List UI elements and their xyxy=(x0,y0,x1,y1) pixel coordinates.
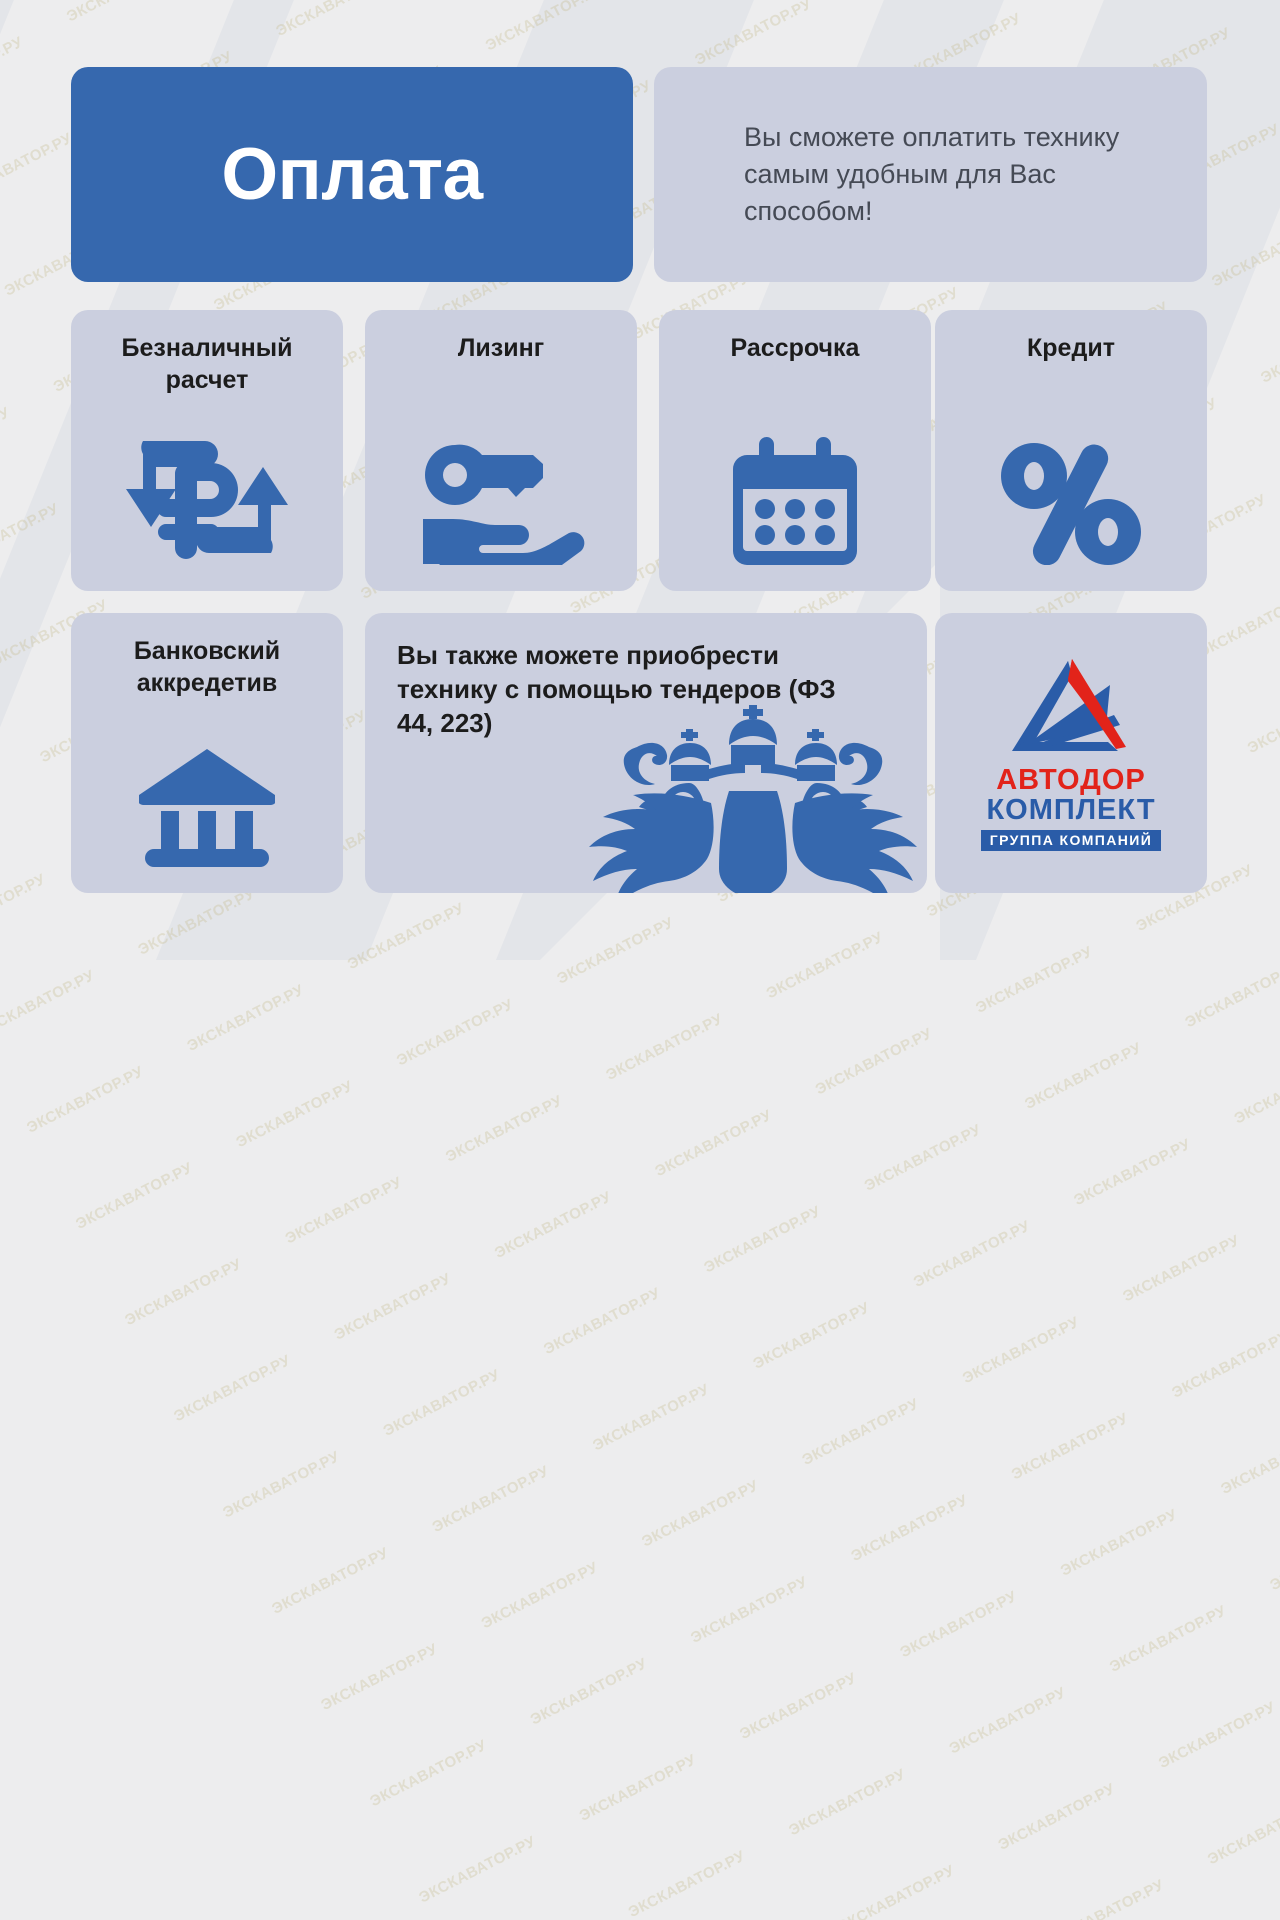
logo-line-komplekt: КОМПЛЕКТ xyxy=(986,793,1156,826)
watermark-text: ЭКСКАВАТОР.РУ xyxy=(799,1395,922,1469)
bank-building-icon xyxy=(71,749,343,867)
hand-key-icon xyxy=(365,437,637,565)
watermark-text: ЭКСКАВАТОР.РУ xyxy=(1254,1868,1280,1920)
watermark-text: ЭКСКАВАТОР.РУ xyxy=(1044,1876,1167,1920)
method-card-cashless[interactable]: Безналичный расчет xyxy=(71,310,343,591)
watermark-text: ЭКСКАВАТОР.РУ xyxy=(393,995,517,1070)
watermark-text: ЭКСКАВАТОР.РУ xyxy=(625,1847,749,1920)
watermark-text: ЭКСКАВАТОР.РУ xyxy=(1106,1602,1230,1676)
watermark-text: ЭКСКАВАТОР.РУ xyxy=(701,1202,824,1277)
watermark-text: ЭКСКАВАТОР.РУ xyxy=(465,1906,674,1920)
watermark-text: ЭКСКАВАТОР.РУ xyxy=(603,1010,726,1084)
watermark-text: ЭКСКАВАТОР.РУ xyxy=(282,1173,405,1248)
ruble-transfer-icon xyxy=(71,429,343,565)
watermark-text: ЭКСКАВАТОР.РУ xyxy=(897,1587,1020,1662)
calendar-icon xyxy=(659,437,931,565)
method-label: Лизинг xyxy=(457,334,545,362)
company-logo-card: АВТОДОР КОМПЛЕКТ ГРУППА КОМПАНИЙ xyxy=(935,613,1207,893)
method-card-installment[interactable]: Рассрочка xyxy=(659,310,931,591)
background-diagonal-band xyxy=(0,0,30,960)
watermark-text: ЭКСКАВАТОР.РУ xyxy=(1169,1328,1280,1402)
intro-text: Вы сможете оплатить технику самым удобны… xyxy=(744,122,1120,226)
watermark-text: ЭКСКАВАТОР.РУ xyxy=(652,1106,775,1181)
method-label: Рассрочка xyxy=(730,334,860,362)
watermark-text: ЭКСКАВАТОР.РУ xyxy=(861,1121,985,1195)
watermark-text: ЭКСКАВАТОР.РУ xyxy=(318,1640,441,1715)
watermark-text: ЭКСКАВАТОР.РУ xyxy=(576,1751,700,1825)
watermark-text: ЭКСКАВАТОР.РУ xyxy=(590,1380,713,1455)
watermark-text: ЭКСКАВАТОР.РУ xyxy=(737,1669,860,1744)
watermark-text: ЭКСКАВАТОР.РУ xyxy=(184,981,307,1055)
triangle-logo-icon xyxy=(1010,655,1132,758)
watermark-text: ЭКСКАВАТОР.РУ xyxy=(835,1861,958,1920)
watermark-text: ЭКСКАВАТОР.РУ xyxy=(910,1217,1034,1291)
watermark-text: ЭКСКАВАТОР.РУ xyxy=(1204,1794,1280,1869)
watermark-text: ЭКСКАВАТОР.РУ xyxy=(848,1491,971,1566)
watermark-text: ЭКСКАВАТОР.РУ xyxy=(442,1092,566,1166)
watermark-text: ЭКСКАВАТОР.РУ xyxy=(220,1448,343,1522)
watermark-text: ЭКСКАВАТОР.РУ xyxy=(429,1462,552,1537)
watermark-text: ЭКСКАВАТОР.РУ xyxy=(639,1477,762,1551)
intro-card: Вы сможете оплатить технику самым удобны… xyxy=(654,67,1207,282)
watermark-text: ЭКСКАВАТОР.РУ xyxy=(959,1313,1083,1388)
watermark-text: ЭКСКАВАТОР.РУ xyxy=(380,1366,503,1440)
watermark-text: ЭКСКАВАТОР.РУ xyxy=(786,1765,909,1840)
watermark-text: ЭКСКАВАТОР.РУ xyxy=(527,1655,651,1729)
method-card-accreditive[interactable]: Банковский аккредетив xyxy=(71,613,343,893)
method-card-credit[interactable]: Кредит xyxy=(935,310,1207,591)
tender-text: Вы также можете приобрести технику с пом… xyxy=(397,640,836,738)
watermark-text: ЭКСКАВАТОР.РУ xyxy=(541,1284,664,1359)
tender-card: Вы также можете приобрести технику с пом… xyxy=(365,613,927,893)
watermark-text: ЭКСКАВАТОР.РУ xyxy=(122,1255,245,1330)
watermark-text: ЭКСКАВАТОР.РУ xyxy=(367,1736,490,1811)
percent-icon xyxy=(935,443,1207,565)
watermark-text: ЭКСКАВАТОР.РУ xyxy=(1182,957,1280,1032)
watermark-text: ЭКСКАВАТОР.РУ xyxy=(73,1159,196,1233)
watermark-text: ЭКСКАВАТОР.РУ xyxy=(24,1063,147,1137)
method-card-leasing[interactable]: Лизинг xyxy=(365,310,637,591)
watermark-text: ЭКСКАВАТОР.РУ xyxy=(995,1780,1118,1854)
infographic-board: Оплата Вы сможете оплатить технику самым… xyxy=(71,67,1207,893)
watermark-text: ЭКСКАВАТОР.РУ xyxy=(750,1299,873,1373)
logo-line-avtodor: АВТОДОР xyxy=(996,763,1146,796)
watermark-text: ЭКСКАВАТОР.РУ xyxy=(0,966,98,1041)
russian-double-headed-eagle-icon xyxy=(579,699,927,893)
watermark-text: ЭКСКАВАТОР.РУ xyxy=(478,1558,602,1633)
watermark-text: ЭКСКАВАТОР.РУ xyxy=(171,1351,294,1426)
watermark-text: ЭКСКАВАТОР.РУ xyxy=(1008,1409,1132,1484)
watermark-text: ЭКСКАВАТОР.РУ xyxy=(688,1573,811,1647)
watermark-text: ЭКСКАВАТОР.РУ xyxy=(416,1832,539,1907)
watermark-text: ЭКСКАВАТОР.РУ xyxy=(1071,1135,1194,1210)
watermark-text: ЭКСКАВАТОР.РУ xyxy=(1267,1520,1280,1595)
watermark-text: ЭКСКАВАТОР.РУ xyxy=(491,1188,615,1262)
page-title: Оплата xyxy=(221,134,483,215)
watermark-text: ЭКСКАВАТОР.РУ xyxy=(1218,1424,1280,1498)
watermark-text: ЭКСКАВАТОР.РУ xyxy=(812,1024,936,1099)
watermark-text: ЭКСКАВАТОР.РУ xyxy=(269,1544,392,1618)
method-label: Банковский аккредетив xyxy=(133,637,281,697)
title-card: Оплата xyxy=(71,67,633,282)
method-label: Кредит xyxy=(1027,334,1115,362)
method-label: Безналичный расчет xyxy=(121,334,293,394)
logo-line-group: ГРУППА КОМПАНИЙ xyxy=(980,830,1162,852)
watermark-text: ЭКСКАВАТОР.РУ xyxy=(1057,1506,1181,1580)
watermark-text: ЭКСКАВАТОР.РУ xyxy=(946,1684,1069,1758)
watermark-text: ЭКСКАВАТОР.РУ xyxy=(331,1270,454,1344)
watermark-text: ЭКСКАВАТОР.РУ xyxy=(233,1077,356,1152)
watermark-text: ЭКСКАВАТОР.РУ xyxy=(1120,1231,1243,1306)
watermark-text: ЭКСКАВАТОР.РУ xyxy=(1022,1039,1145,1113)
watermark-text: ЭКСКАВАТОР.РУ xyxy=(1155,1698,1279,1773)
watermark-text: ЭКСКАВАТОР.РУ xyxy=(1231,1053,1280,1128)
